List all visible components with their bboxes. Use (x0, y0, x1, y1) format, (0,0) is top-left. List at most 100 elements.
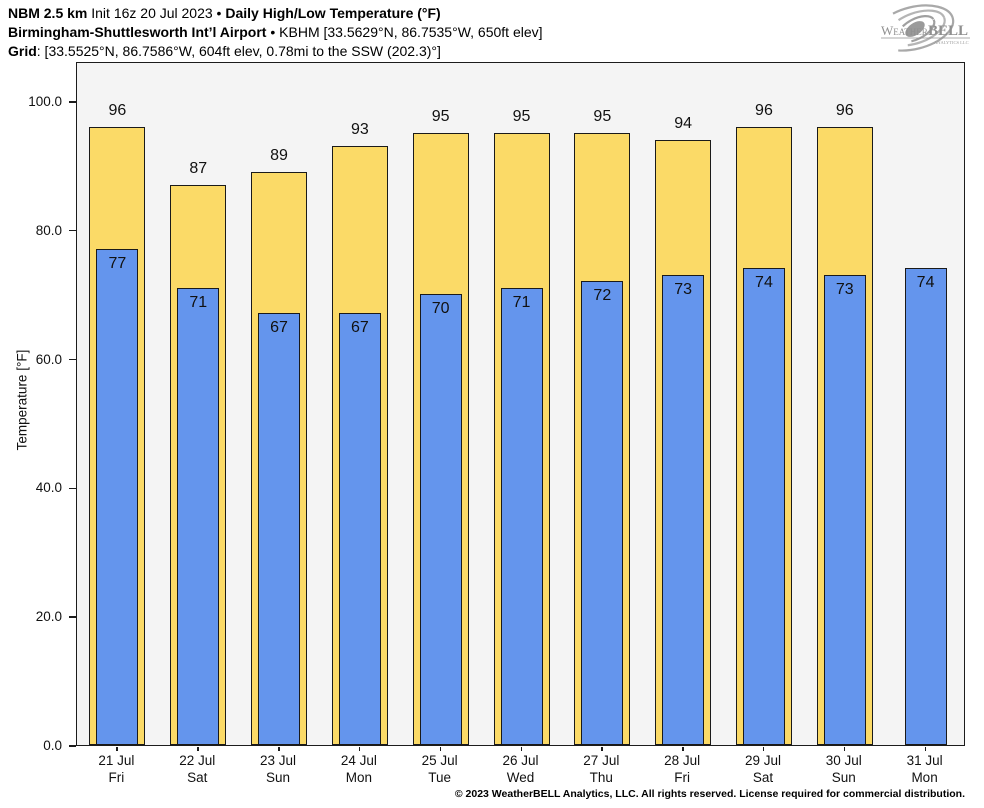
low-bar (823, 274, 866, 745)
x-tick-label: 29 Jul Sat (723, 752, 803, 786)
logo-weather-text: Weather (881, 23, 928, 38)
x-tick-date: 31 Jul (906, 753, 943, 768)
low-bar (500, 287, 543, 745)
high-value-label: 96 (835, 101, 854, 119)
weatherbell-logo: Weather BELL ANALYTICS LLC (866, 2, 978, 54)
x-tick-date: 27 Jul (583, 753, 620, 768)
x-tick-mark (843, 747, 846, 751)
x-tick-mark (924, 747, 927, 751)
y-tick-label: 80.0 (35, 222, 62, 238)
low-value-label: 71 (189, 293, 208, 311)
grid-label: Grid (8, 43, 37, 59)
x-tick-day: Sun (266, 770, 291, 785)
grid-details: : [33.5525°N, 86.7586°W, 604ft elev, 0.7… (36, 43, 441, 59)
x-tick-date: 29 Jul (744, 753, 781, 768)
x-tick-mark (601, 747, 603, 751)
low-value-label: 74 (916, 274, 935, 292)
x-tick-date: 30 Jul (825, 753, 862, 768)
high-value-label: 95 (593, 108, 612, 126)
y-tick-mark (69, 358, 76, 361)
plot-area: 96 77 87 71 89 67 93 67 95 70 95 71 95 72 94 73 96 74 96 73… (76, 62, 965, 746)
y-tick-label: 60.0 (35, 351, 62, 367)
low-bar (258, 313, 301, 745)
x-tick-day: Mon (911, 770, 938, 785)
bars-container: 96 77 87 71 89 67 93 67 95 70 95 71 95 72 94 73 96 74 96 73… (77, 63, 964, 745)
x-tick-label: 25 Jul Tue (400, 752, 480, 786)
x-tick-label: 22 Jul Sat (157, 752, 237, 786)
low-value-label: 74 (755, 274, 773, 292)
x-tick-day: Thu (589, 770, 613, 785)
x-tick-label: 24 Jul Mon (319, 752, 399, 786)
copyright-notice: © 2023 WeatherBELL Analytics, LLC. All r… (454, 788, 965, 800)
x-tick-label: 30 Jul Sun (804, 752, 884, 786)
high-value-label: 95 (512, 108, 531, 126)
x-tick-label: 31 Jul Mon (885, 752, 965, 786)
low-value-label: 73 (674, 280, 693, 298)
y-tick-label: 100.0 (28, 93, 62, 109)
x-tick-label: 21 Jul Fri (76, 752, 156, 786)
x-tick-label: 26 Jul Wed (481, 752, 561, 786)
low-bar (96, 249, 139, 745)
y-tick-mark (69, 487, 76, 490)
high-value-label: 89 (270, 146, 288, 164)
y-tick-mark (69, 101, 76, 103)
low-bar (662, 274, 705, 745)
logo-analytics-text: ANALYTICS LLC (934, 40, 969, 45)
low-bar (904, 268, 947, 745)
low-value-label: 70 (431, 300, 450, 318)
y-tick-label: 0.0 (43, 738, 62, 753)
x-tick-date: 22 Jul (179, 753, 216, 768)
low-bar (419, 294, 462, 745)
low-bar (581, 281, 624, 745)
x-tick-label: 27 Jul Thu (561, 752, 641, 786)
y-tick-mark (69, 229, 76, 232)
x-tick-mark (278, 747, 280, 751)
high-value-label: 95 (431, 108, 450, 126)
x-tick-day: Sun (831, 770, 856, 785)
y-tick-mark (69, 745, 76, 747)
y-tick-mark (69, 616, 76, 618)
high-value-label: 94 (674, 114, 693, 132)
x-tick-day: Tue (428, 770, 452, 785)
chart-header: NBM 2.5 km Init 16z 20 Jul 2023 • Daily … (8, 4, 543, 61)
hurricane-swirl-icon: Weather BELL ANALYTICS LLC (873, 4, 970, 52)
low-value-label: 67 (350, 319, 369, 337)
high-value-label: 96 (108, 101, 127, 119)
x-tick-mark (439, 747, 442, 751)
x-tick-date: 28 Jul (664, 753, 701, 768)
x-tick-date: 26 Jul (502, 753, 539, 768)
high-value-label: 93 (350, 121, 369, 139)
low-bar (177, 287, 220, 745)
model-name: NBM 2.5 km (8, 5, 88, 21)
x-tick-mark (358, 747, 361, 751)
low-bar (742, 268, 785, 745)
station-details: • KBHM [33.5629°N, 86.7535°W, 650ft elev… (266, 24, 543, 40)
low-value-label: 67 (270, 319, 288, 337)
x-tick-mark (682, 747, 684, 751)
low-bar (338, 313, 381, 745)
low-value-label: 71 (512, 293, 531, 311)
x-tick-mark (520, 747, 522, 751)
x-tick-date: 23 Jul (260, 753, 297, 768)
x-tick-mark (762, 747, 765, 751)
header-line-2: Birmingham-Shuttlesworth Int’l Airport •… (8, 23, 543, 42)
x-tick-day: Wed (506, 770, 535, 785)
x-tick-date: 21 Jul (98, 753, 135, 768)
y-tick-label: 40.0 (35, 480, 62, 496)
station-name: Birmingham-Shuttlesworth Int’l Airport (8, 24, 267, 40)
header-line-3: Grid: [33.5525°N, 86.7586°W, 604ft elev,… (8, 42, 543, 61)
chart-title: Daily High/Low Temperature (°F) (225, 5, 441, 21)
x-tick-date: 24 Jul (340, 753, 377, 768)
x-tick-label: 23 Jul Sun (238, 752, 318, 786)
low-value-label: 73 (835, 280, 854, 298)
x-tick-day: Fri (108, 770, 125, 785)
x-tick-day: Fri (674, 770, 690, 785)
low-value-label: 72 (593, 287, 612, 305)
header-line-1: NBM 2.5 km Init 16z 20 Jul 2023 • Daily … (8, 4, 543, 23)
x-tick-day: Mon (345, 770, 372, 785)
y-tick-label: 20.0 (35, 609, 62, 625)
x-tick-day: Sat (752, 770, 774, 785)
x-tick-mark (197, 747, 199, 751)
logo-bell-text: BELL (928, 23, 968, 39)
